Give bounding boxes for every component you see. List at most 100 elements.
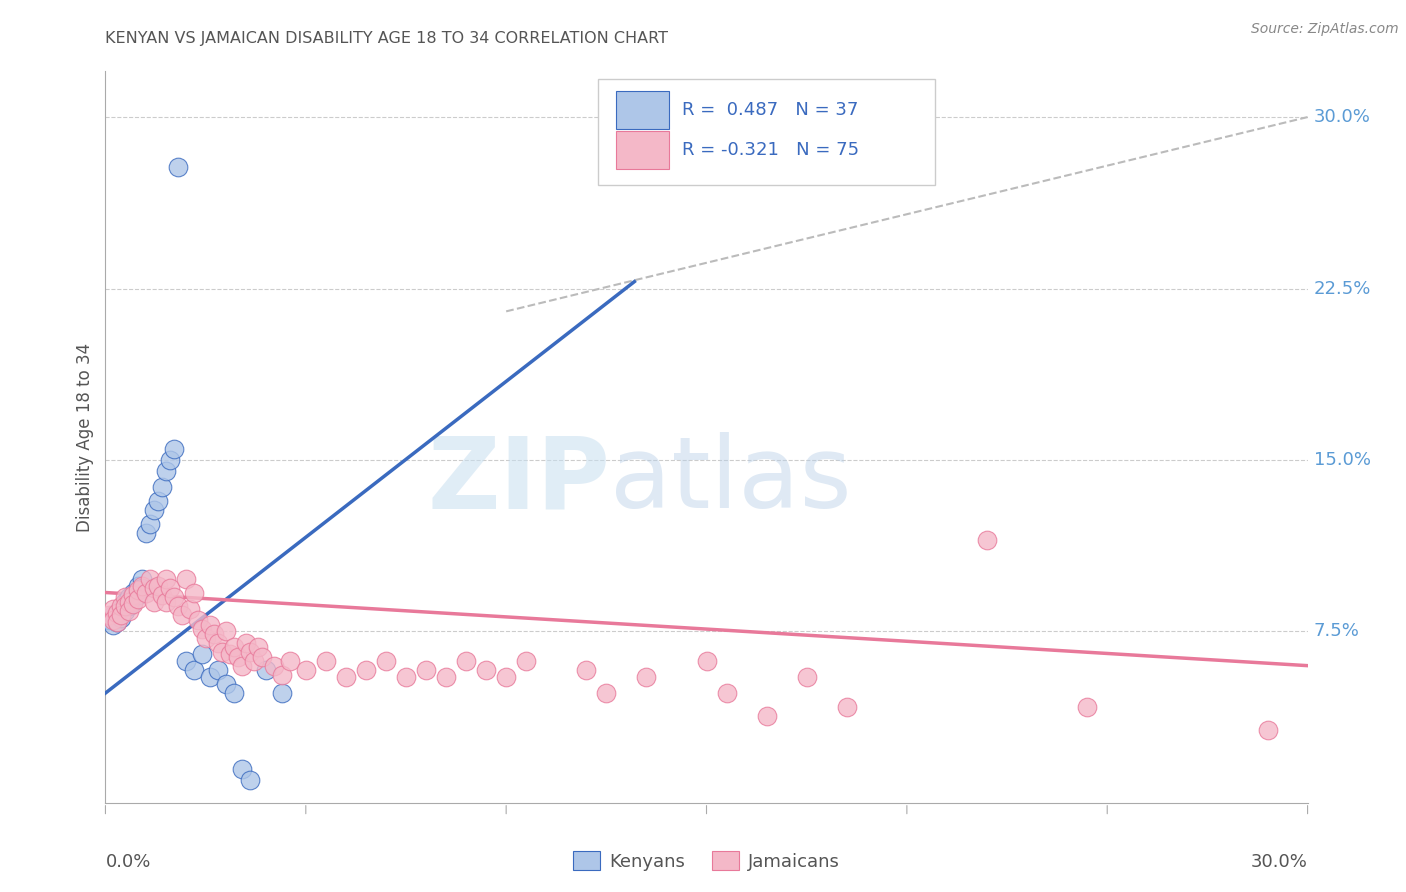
Point	[270, 686, 292, 700]
Point	[174, 572, 197, 586]
Text: R =  0.487   N = 37: R = 0.487 N = 37	[682, 101, 859, 120]
Point	[636, 670, 658, 684]
Point	[138, 572, 160, 586]
Point	[122, 585, 145, 599]
Point	[250, 649, 273, 664]
Point	[118, 599, 141, 614]
Point	[515, 654, 537, 668]
Point	[155, 594, 177, 608]
Point	[122, 594, 145, 608]
Point	[183, 663, 205, 677]
FancyBboxPatch shape	[599, 78, 935, 185]
Point	[211, 645, 233, 659]
Point	[146, 579, 169, 593]
Point	[159, 581, 181, 595]
Point	[142, 503, 165, 517]
Point	[1257, 723, 1279, 737]
Point	[118, 594, 141, 608]
Text: 15.0%: 15.0%	[1313, 451, 1371, 469]
Point	[110, 601, 132, 615]
Point	[239, 645, 262, 659]
Text: R = -0.321   N = 75: R = -0.321 N = 75	[682, 141, 859, 160]
Point	[103, 613, 125, 627]
Text: atlas: atlas	[610, 433, 852, 530]
Point	[315, 654, 337, 668]
Point	[214, 677, 236, 691]
Point	[270, 667, 292, 681]
Text: 30.0%: 30.0%	[1313, 108, 1371, 126]
Point	[127, 583, 149, 598]
Point	[107, 606, 129, 620]
Point	[354, 663, 377, 677]
Point	[114, 590, 136, 604]
Point	[218, 647, 240, 661]
Point	[162, 590, 184, 604]
Point	[155, 464, 177, 478]
Point	[335, 670, 357, 684]
Point	[222, 640, 245, 655]
FancyBboxPatch shape	[616, 91, 669, 129]
Point	[107, 606, 129, 620]
Point	[150, 588, 173, 602]
Point	[207, 663, 229, 677]
Point	[226, 649, 249, 664]
Point	[135, 585, 157, 599]
Point	[107, 615, 129, 630]
Point	[122, 588, 145, 602]
Point	[190, 647, 212, 661]
Point	[159, 453, 181, 467]
Point	[166, 599, 188, 614]
Point	[696, 654, 718, 668]
Point	[179, 601, 201, 615]
Point	[118, 604, 141, 618]
Point	[150, 480, 173, 494]
Point	[183, 585, 205, 599]
Point	[127, 579, 149, 593]
Point	[976, 533, 998, 547]
Point	[796, 670, 818, 684]
Point	[207, 636, 229, 650]
Point	[170, 608, 193, 623]
Point	[254, 663, 277, 677]
Point	[395, 670, 418, 684]
Point	[122, 597, 145, 611]
Point	[131, 579, 153, 593]
Text: 22.5%: 22.5%	[1313, 279, 1371, 298]
Point	[495, 670, 517, 684]
Point	[110, 608, 132, 623]
Point	[187, 613, 209, 627]
Point	[110, 599, 132, 614]
Point	[114, 604, 136, 618]
Point	[142, 594, 165, 608]
Point	[295, 663, 318, 677]
Point	[198, 670, 221, 684]
Text: 7.5%: 7.5%	[1313, 623, 1360, 640]
Point	[1076, 699, 1098, 714]
Point	[235, 636, 257, 650]
Text: ZIP: ZIP	[427, 433, 610, 530]
Point	[194, 632, 217, 646]
Text: Source: ZipAtlas.com: Source: ZipAtlas.com	[1251, 22, 1399, 37]
Point	[239, 772, 262, 787]
Point	[415, 663, 437, 677]
Point	[246, 640, 269, 655]
Point	[190, 622, 212, 636]
Point	[222, 686, 245, 700]
FancyBboxPatch shape	[616, 131, 669, 169]
Point	[138, 516, 160, 531]
Point	[131, 572, 153, 586]
Text: 30.0%: 30.0%	[1251, 853, 1308, 871]
Point	[131, 581, 153, 595]
Y-axis label: Disability Age 18 to 34: Disability Age 18 to 34	[76, 343, 94, 532]
Point	[114, 599, 136, 614]
Point	[454, 654, 477, 668]
Point	[135, 526, 157, 541]
Point	[155, 572, 177, 586]
Text: KENYAN VS JAMAICAN DISABILITY AGE 18 TO 34 CORRELATION CHART: KENYAN VS JAMAICAN DISABILITY AGE 18 TO …	[105, 31, 668, 46]
Point	[107, 615, 129, 630]
Legend: Kenyans, Jamaicans: Kenyans, Jamaicans	[565, 844, 848, 878]
Point	[231, 658, 253, 673]
Point	[127, 592, 149, 607]
Point	[434, 670, 457, 684]
Text: 0.0%: 0.0%	[105, 853, 150, 871]
